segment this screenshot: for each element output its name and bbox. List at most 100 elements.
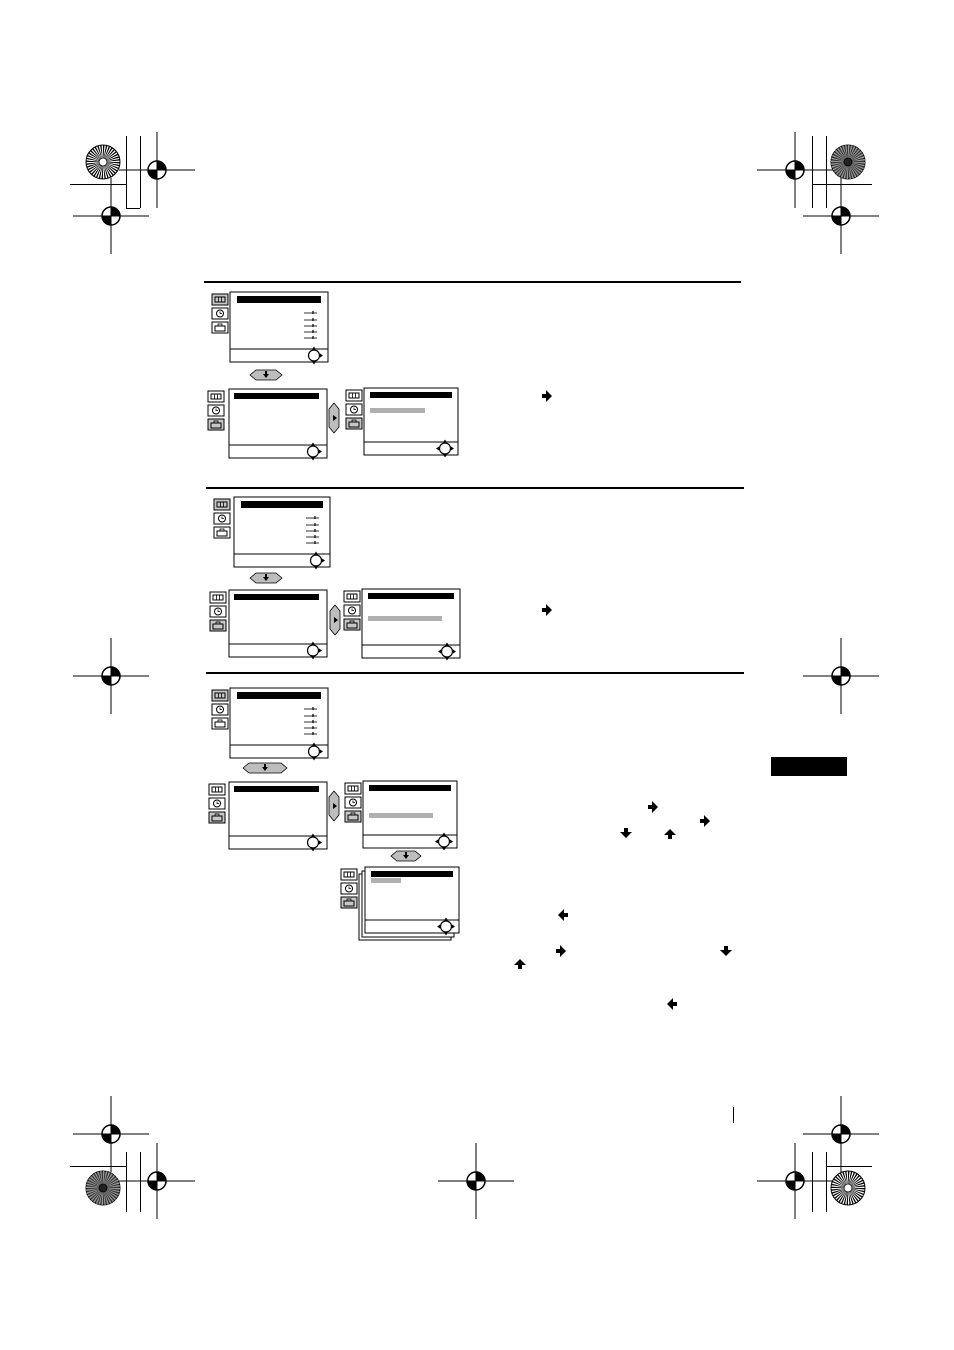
crosshair-q1	[795, 1172, 804, 1181]
tab-frame	[209, 619, 227, 632]
tab-glyph	[217, 609, 220, 612]
section-rule	[206, 672, 744, 674]
starburst-ray	[834, 162, 848, 173]
tab-glyph	[217, 323, 223, 327]
registration-mark-icon	[119, 132, 195, 208]
starburst-ray	[93, 1188, 103, 1203]
joystick-arrow	[320, 749, 323, 754]
registration-mark-icon	[803, 1096, 879, 1172]
tab-glyph	[347, 785, 359, 792]
right-arrow-button-icon	[329, 604, 341, 636]
tab-glyph	[217, 719, 223, 723]
registration-mark-icon	[73, 1096, 149, 1172]
joystick-icon	[307, 742, 323, 761]
tab-glyph	[348, 606, 356, 615]
tab-frame	[340, 868, 358, 881]
tab-glyph	[215, 408, 218, 411]
joystick-arrow	[450, 839, 453, 844]
joystick-arrow	[311, 656, 315, 660]
joystick-ring	[440, 645, 454, 658]
starburst-ray	[103, 1173, 113, 1188]
starburst-ray	[90, 1188, 103, 1202]
joystick-ring	[437, 835, 451, 848]
tab-frame	[345, 389, 363, 402]
starburst-ray	[833, 1178, 848, 1188]
tab-frame	[213, 526, 231, 539]
tab-glyph	[214, 692, 226, 699]
starburst-target-icon	[830, 1170, 866, 1206]
crosshair-q3	[786, 170, 795, 179]
menu-title-bar	[371, 871, 453, 877]
crop-line	[812, 1152, 813, 1212]
menu-title-bar	[234, 393, 319, 399]
right-arrow-icon	[542, 390, 552, 402]
menu-tab-picture-icon	[211, 293, 229, 306]
joystick-icon	[306, 442, 322, 461]
starburst-ray	[92, 1174, 103, 1188]
submenu-list	[209, 589, 328, 660]
starburst-ray	[848, 1188, 863, 1198]
starburst-ray	[835, 162, 848, 176]
menu-tab-picture-icon	[207, 390, 225, 403]
tab-frame	[211, 717, 229, 730]
right-arrow-icon	[648, 801, 658, 813]
joystick-arrow	[443, 439, 447, 443]
starburst-ray	[103, 147, 113, 162]
tab-glyph	[212, 594, 224, 601]
highlighted-item	[369, 813, 433, 818]
tab-glyph	[349, 798, 357, 807]
button-arrow	[263, 374, 269, 378]
crosshair-q1	[476, 1172, 485, 1181]
crop-line	[140, 1152, 141, 1212]
crosshair-q3	[832, 216, 841, 225]
tab-glyph	[213, 420, 219, 424]
crop-line	[826, 136, 827, 208]
menu-tab-setup-icon	[209, 619, 227, 632]
tab-glyph	[210, 393, 222, 400]
menu-tab-setup-icon	[213, 526, 231, 539]
down-arrow-button-icon	[249, 572, 283, 584]
tab-frame	[340, 896, 358, 909]
starburst-ray	[103, 1188, 117, 1201]
down-arrow-button-icon	[242, 762, 288, 774]
button-arrow-stem	[265, 371, 267, 374]
joystick-icon	[437, 917, 455, 936]
starburst-ray	[848, 162, 863, 172]
tab-glyph	[216, 705, 224, 714]
joystick-icon	[307, 346, 323, 365]
menu-tab-picture-icon	[208, 783, 226, 796]
menu-tab-setup-icon	[344, 810, 362, 823]
submenu-list	[207, 388, 328, 461]
starburst-ray	[848, 1188, 859, 1202]
menu-tab-picture-icon	[211, 689, 229, 702]
right-arrow-button-icon	[328, 790, 340, 822]
tab-glyph	[213, 799, 221, 808]
tab-frame	[208, 783, 226, 796]
starburst-ray	[103, 1174, 116, 1188]
menu-title-bar	[368, 593, 454, 599]
starburst-ray	[92, 148, 103, 162]
joystick-arrow	[452, 924, 455, 929]
starburst-ray	[848, 147, 858, 162]
button-arrow	[403, 855, 409, 859]
joystick-ring	[306, 445, 320, 458]
starburst-ray	[93, 162, 103, 177]
starburst-target-icon	[85, 144, 121, 180]
button-arrow-stem	[405, 852, 407, 855]
starburst-ray	[848, 1177, 862, 1188]
registration-mark-icon	[803, 638, 879, 714]
joystick-arrow	[436, 446, 439, 451]
crosshair-q1	[111, 207, 120, 216]
starburst-center	[98, 157, 108, 167]
chapter-tab-marker	[771, 757, 847, 776]
registration-mark-icon	[757, 132, 833, 208]
menu-title-bar	[234, 594, 319, 600]
joystick-arrow	[444, 917, 448, 921]
joystick-ring	[439, 920, 453, 933]
joystick-arrow	[312, 346, 316, 350]
tab-glyph	[349, 620, 355, 624]
tab-glyph	[218, 514, 226, 523]
menu-tab-timer-icon	[213, 512, 231, 525]
left-arrow-icon	[667, 998, 677, 1010]
